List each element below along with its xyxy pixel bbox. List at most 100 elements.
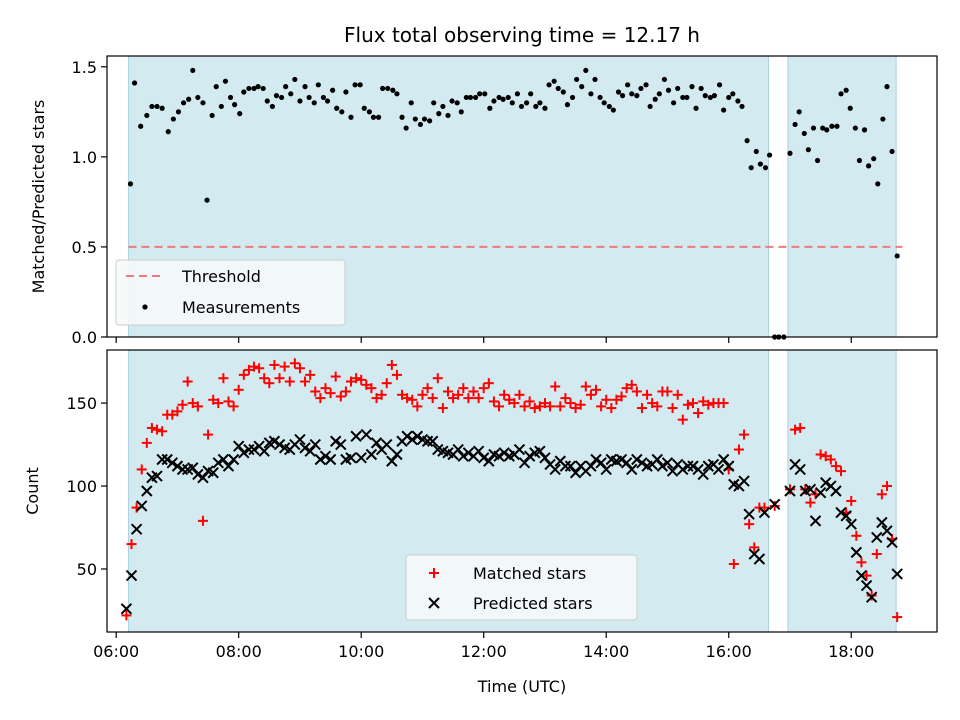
matched-star-point [407,394,418,405]
chart-title: Flux total observing time = 12.17 h [344,23,700,47]
predicted-star-point [222,460,235,472]
legend-matched-swatch [429,568,439,578]
matched-star-point [386,359,397,370]
measurement-point [796,109,802,115]
bottom-plot-frame [106,349,938,633]
measurement-point [427,118,433,124]
predicted-star-point [381,438,393,451]
matched-star-point [596,401,607,412]
measurement-point [186,96,192,102]
predicted-star-point [232,440,245,452]
measurement-point [748,165,754,171]
measurement-point [200,100,206,106]
matched-star-point [509,398,520,409]
predicted-star-point [656,460,669,472]
predicted-star-point [273,438,286,451]
predicted-star-point [171,460,184,472]
matched-star-point [243,364,254,375]
y-tick-label: 1.5 [72,58,97,77]
matched-star-point [136,464,147,475]
matched-star-point [504,394,515,405]
measurement-point [278,94,285,101]
measurement-point [399,114,405,120]
measurement-point [297,98,303,104]
matched-star-point [259,373,270,384]
matched-star-point [218,373,229,384]
matched-star-point [381,378,392,389]
measurement-point [647,103,653,110]
measurement-point [792,121,798,128]
measurement-point [180,100,187,106]
measurement-point [523,100,530,106]
measurement-point [403,125,409,131]
predicted-star-point [687,460,699,472]
matched-star-point [892,612,903,623]
measurement-point [159,105,165,111]
measurement-point [569,94,576,101]
x-tick-label: 06:00 [93,642,139,661]
measurement-point [357,82,363,88]
measurement-point [726,94,732,101]
predicted-star-point [406,433,418,446]
matched-star-point [642,389,653,400]
predicted-star-point [483,455,495,467]
measurement-point [560,89,566,95]
measurement-point [744,138,750,144]
measurement-point [805,147,811,153]
matched-star-point [662,386,673,397]
measurement-point [222,78,229,84]
matched-star-point [739,429,750,440]
predicted-star-point [166,457,179,469]
measurement-point [689,84,695,90]
measurement-point [380,85,386,92]
matched-star-point [427,393,438,404]
legend-measurements-swatch [142,304,148,310]
measurement-point [204,197,210,203]
measurement-point [856,157,863,164]
predicted-star-point [712,463,725,476]
matched-star-point [412,401,423,412]
top-y-ticks: 0.0 0.5 1.0 1.5 [72,58,107,347]
predicted-star-point [717,453,730,466]
legend-predicted-label: Predicted stars [473,594,593,613]
predicted-star-point [651,453,663,466]
measurement-point [652,96,658,102]
measurement-points [127,67,900,340]
measurement-point [195,94,201,101]
predicted-star-point [156,453,168,466]
predicted-star-points [120,428,903,615]
measurement-point [370,114,377,120]
predicted-star-point [319,450,332,462]
y-tick-label: 1.0 [72,148,97,167]
measurement-point [634,93,640,99]
measurement-point [625,82,631,88]
matched-star-point [830,461,841,472]
measurement-point [730,91,736,97]
measurement-point [408,100,414,106]
matched-star-point [560,393,571,404]
matched-star-point [167,409,178,420]
measurement-point [454,100,460,106]
predicted-star-point [452,443,464,456]
matched-star-point [815,449,826,460]
matched-star-point [749,542,760,553]
predicted-star-point [513,443,526,456]
measurement-point [306,94,312,101]
predicted-star-point [365,448,378,461]
matched-star-point [631,386,642,397]
top-legend-box [115,259,346,326]
predicted-star-point [472,445,485,457]
matched-star-point [555,401,566,412]
measurement-point [496,94,502,101]
matched-star-point [800,484,811,495]
matched-star-point [728,558,739,569]
observing-window [787,55,897,338]
matched-star-point [208,394,219,405]
measurement-point [218,103,224,110]
predicted-star-point [840,510,852,522]
measurement-point [390,87,396,93]
top-x-ticks [115,337,852,343]
measurement-point [467,94,474,101]
measurement-point [542,105,548,111]
predicted-star-point [636,457,648,469]
